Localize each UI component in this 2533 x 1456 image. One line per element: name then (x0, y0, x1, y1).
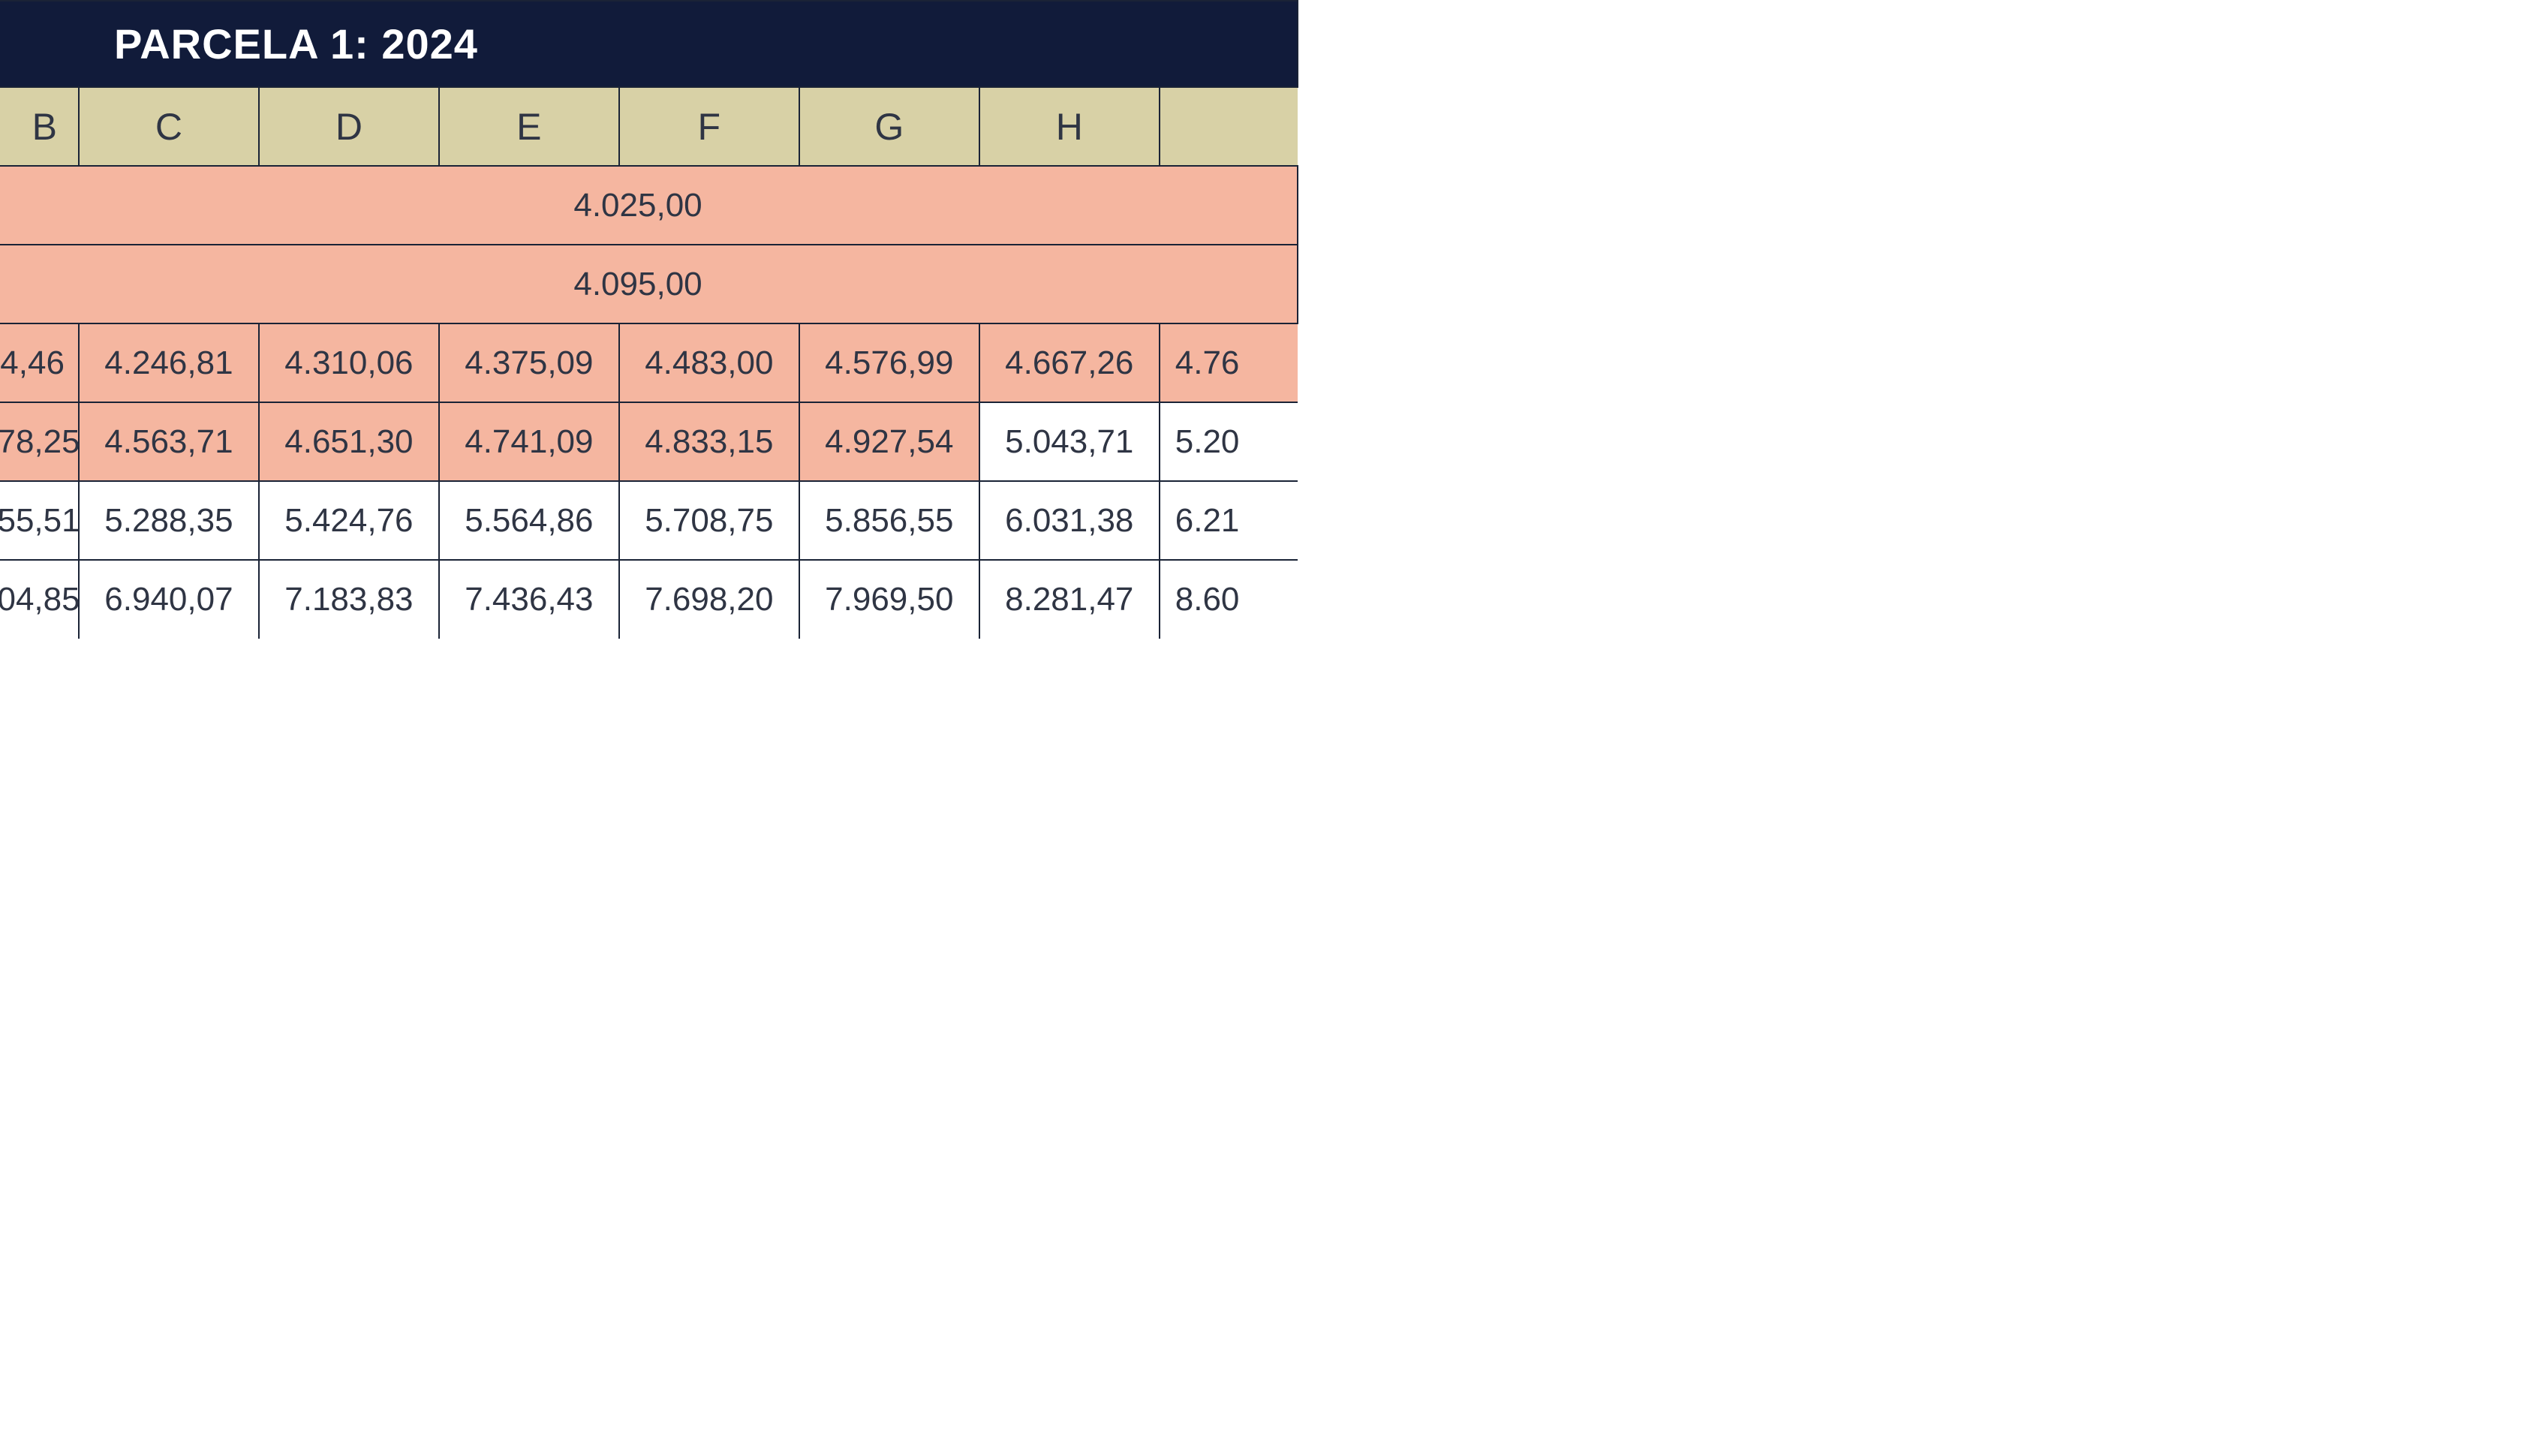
cell: 4.667,26 (979, 323, 1160, 402)
cell: 7.969,50 (799, 560, 979, 639)
cell: 6.940,07 (79, 560, 259, 639)
cell: 155,51 (0, 481, 79, 560)
cell: 4.833,15 (619, 402, 799, 481)
col-header-g: G (799, 87, 979, 166)
cell: 4.375,09 (439, 323, 619, 402)
col-header-f: F (619, 87, 799, 166)
cell: 8.60 (1160, 560, 1298, 639)
col-header-d: D (259, 87, 439, 166)
cell: 5.043,71 (979, 402, 1160, 481)
cell: 5.20 (1160, 402, 1298, 481)
cell: 84,46 (0, 323, 79, 402)
table-row: 84,46 4.246,81 4.310,06 4.375,09 4.483,0… (0, 323, 1298, 402)
table-row: 155,51 5.288,35 5.424,76 5.564,86 5.708,… (0, 481, 1298, 560)
col-header-e: E (439, 87, 619, 166)
cell: 4.576,99 (799, 323, 979, 402)
cell: 5.708,75 (619, 481, 799, 560)
cell: 7.436,43 (439, 560, 619, 639)
cell: 6.031,38 (979, 481, 1160, 560)
cell: 8.281,47 (979, 560, 1160, 639)
merged-value-2: 4.095,00 (0, 245, 1298, 323)
cell: 6.21 (1160, 481, 1298, 560)
cell: 4.741,09 (439, 402, 619, 481)
col-header-b: B (0, 87, 79, 166)
cell: 704,85 (0, 560, 79, 639)
cell: 478,25 (0, 402, 79, 481)
merged-value-1: 4.025,00 (0, 166, 1298, 245)
cell: 4.246,81 (79, 323, 259, 402)
col-header-c: C (79, 87, 259, 166)
parcela-table: PARCELA 1: 2024 B C D E F G H 4.025,00 4… (0, 0, 1298, 639)
cell: 5.856,55 (799, 481, 979, 560)
cell: 7.183,83 (259, 560, 439, 639)
cell: 4.76 (1160, 323, 1298, 402)
cell: 4.651,30 (259, 402, 439, 481)
cell: 4.927,54 (799, 402, 979, 481)
cell: 5.564,86 (439, 481, 619, 560)
table-title: PARCELA 1: 2024 (0, 1, 1298, 87)
table-row: 704,85 6.940,07 7.183,83 7.436,43 7.698,… (0, 560, 1298, 639)
table-row: 478,25 4.563,71 4.651,30 4.741,09 4.833,… (0, 402, 1298, 481)
cell: 4.483,00 (619, 323, 799, 402)
cell: 4.310,06 (259, 323, 439, 402)
cell: 4.563,71 (79, 402, 259, 481)
col-header-i (1160, 87, 1298, 166)
cell: 5.288,35 (79, 481, 259, 560)
cell: 5.424,76 (259, 481, 439, 560)
cell: 7.698,20 (619, 560, 799, 639)
col-header-h: H (979, 87, 1160, 166)
